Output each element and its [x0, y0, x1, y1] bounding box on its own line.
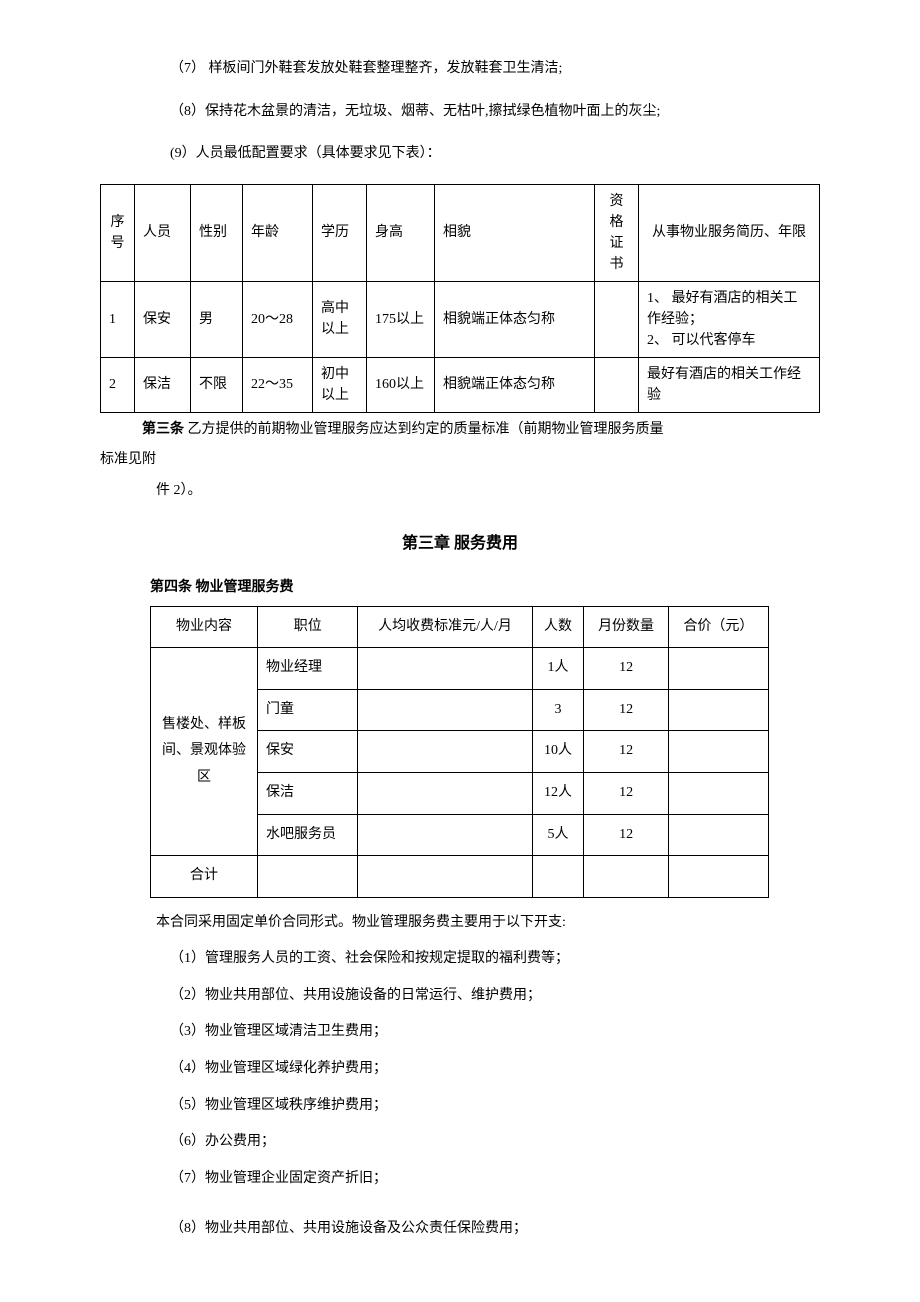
total-label: 合计 — [151, 856, 258, 898]
cell — [668, 814, 768, 856]
col-content: 物业内容 — [151, 606, 258, 648]
cell: 水吧服务员 — [258, 814, 358, 856]
clause-3-line1: 第三条 乙方提供的前期物业管理服务应达到约定的质量标准（前期物业管理服务质量 — [100, 417, 820, 444]
cell: 男 — [191, 281, 243, 357]
cell: 10人 — [532, 731, 584, 773]
cell: 1、 最好有酒店的相关工 作经验； 2、 可以代客停车 — [639, 281, 820, 357]
clause-4-label: 第四条 物业管理服务费 — [150, 580, 294, 595]
cell — [532, 856, 584, 898]
cell: 12 — [584, 814, 668, 856]
cell: 保洁 — [258, 772, 358, 814]
chapter-3-title: 第三章 服务费用 — [100, 529, 820, 559]
cell — [668, 689, 768, 731]
cell: 3 — [532, 689, 584, 731]
cell — [668, 731, 768, 773]
table-header-row: 序号 人员 性别 年龄 学历 身高 相貌 资格证书 从事物业服务简历、年限 — [101, 184, 820, 281]
service-fee-table: 物业内容 职位 人均收费标准元/人/月 人数 月份数量 合价（元） 售楼处、样板… — [150, 606, 769, 898]
cell: 12 — [584, 689, 668, 731]
clause-3-label: 第三条 — [142, 422, 184, 437]
table-header-row: 物业内容 职位 人均收费标准元/人/月 人数 月份数量 合价（元） — [151, 606, 769, 648]
cell — [358, 731, 532, 773]
cell: 1 — [101, 281, 135, 357]
fee-item-4: （4）物业管理区域绿化养护费用； — [100, 1056, 820, 1083]
contract-form-text: 本合同采用固定单价合同形式。物业管理服务费主要用于以下开支: — [100, 910, 820, 937]
cell — [595, 357, 639, 412]
cell: 初中以上 — [313, 357, 367, 412]
clause-3-text1: 乙方提供的前期物业管理服务应达到约定的质量标准（前期物业管理服务质量 — [188, 422, 664, 437]
cell: 门童 — [258, 689, 358, 731]
col-position: 职位 — [258, 606, 358, 648]
cell: 最好有酒店的相关工作经验 — [639, 357, 820, 412]
col-person: 人员 — [135, 184, 191, 281]
cell — [358, 814, 532, 856]
cell — [668, 648, 768, 690]
cell — [358, 689, 532, 731]
cell — [358, 772, 532, 814]
fee-item-6: （6）办公费用； — [100, 1129, 820, 1156]
col-seq: 序号 — [101, 184, 135, 281]
cell: 保安 — [135, 281, 191, 357]
col-appearance: 相貌 — [435, 184, 595, 281]
cell: 1人 — [532, 648, 584, 690]
clause-4-heading: 第四条 物业管理服务费 — [150, 575, 820, 602]
cell: 保洁 — [135, 357, 191, 412]
cell — [358, 648, 532, 690]
col-height: 身高 — [367, 184, 435, 281]
fee-item-1: （1）管理服务人员的工资、社会保险和按规定提取的福利费等； — [100, 946, 820, 973]
col-months: 月份数量 — [584, 606, 668, 648]
col-cert: 资格证书 — [595, 184, 639, 281]
cell — [595, 281, 639, 357]
col-gender: 性别 — [191, 184, 243, 281]
col-rate: 人均收费标准元/人/月 — [358, 606, 532, 648]
cell — [584, 856, 668, 898]
cell: 160以上 — [367, 357, 435, 412]
cell: 物业经理 — [258, 648, 358, 690]
cell: 12人 — [532, 772, 584, 814]
col-exp: 从事物业服务简历、年限 — [639, 184, 820, 281]
cell: 12 — [584, 648, 668, 690]
cell: 2 — [101, 357, 135, 412]
table-row: 2 保洁 不限 22～35 初中以上 160以上 相貌端正体态匀称 最好有酒店的… — [101, 357, 820, 412]
requirement-item-8: （8）保持花木盆景的清洁，无垃圾、烟蒂、无枯叶,擦拭绿色植物叶面上的灰尘; — [100, 99, 820, 126]
cell: 高中以上 — [313, 281, 367, 357]
cell — [258, 856, 358, 898]
cell — [358, 856, 532, 898]
col-edu: 学历 — [313, 184, 367, 281]
cell: 相貌端正体态匀称 — [435, 357, 595, 412]
cell: 5人 — [532, 814, 584, 856]
col-total: 合价（元） — [668, 606, 768, 648]
fee-item-3: （3）物业管理区域清洁卫生费用； — [100, 1019, 820, 1046]
cell: 12 — [584, 731, 668, 773]
requirement-item-7: （7） 样板间门外鞋套发放处鞋套整理整齐，发放鞋套卫生清洁; — [100, 56, 820, 83]
table-row: 1 保安 男 20～28 高中以上 175以上 相貌端正体态匀称 1、 最好有酒… — [101, 281, 820, 357]
fee-item-5: （5）物业管理区域秩序维护费用； — [100, 1093, 820, 1120]
cell: 不限 — [191, 357, 243, 412]
fee-item-8: （8）物业共用部位、共用设施设备及公众责任保险费用； — [100, 1216, 820, 1243]
table-row: 售楼处、样板间、景观体验区 物业经理 1人 12 — [151, 648, 769, 690]
fee-item-7: （7）物业管理企业固定资产折旧； — [100, 1166, 820, 1193]
clause-3-line2: 标准见附 — [100, 447, 820, 474]
cell — [668, 772, 768, 814]
fee-item-2: （2）物业共用部位、共用设施设备的日常运行、维护费用； — [100, 983, 820, 1010]
col-count: 人数 — [532, 606, 584, 648]
cell: 20～28 — [243, 281, 313, 357]
cell: 175以上 — [367, 281, 435, 357]
requirement-item-9: (9）人员最低配置要求（具体要求见下表）： — [100, 141, 820, 168]
personnel-requirements-table: 序号 人员 性别 年龄 学历 身高 相貌 资格证书 从事物业服务简历、年限 1 … — [100, 184, 820, 413]
cell: 22～35 — [243, 357, 313, 412]
col-age: 年龄 — [243, 184, 313, 281]
clause-3-line3: 件 2）。 — [100, 478, 820, 505]
cell: 12 — [584, 772, 668, 814]
cell — [668, 856, 768, 898]
cell: 相貌端正体态匀称 — [435, 281, 595, 357]
table-total-row: 合计 — [151, 856, 769, 898]
cell: 保安 — [258, 731, 358, 773]
merged-content-cell: 售楼处、样板间、景观体验区 — [151, 648, 258, 856]
